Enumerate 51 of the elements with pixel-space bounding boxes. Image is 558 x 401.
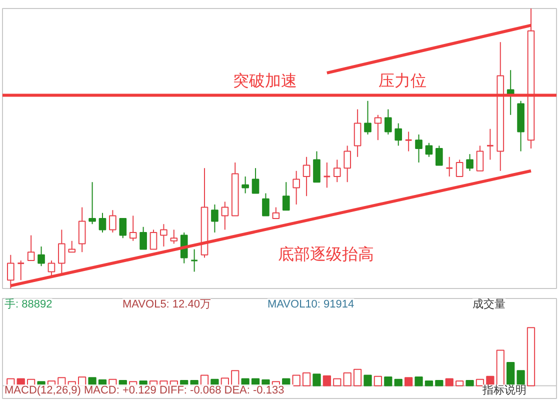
candlestick — [211, 204, 218, 233]
candlestick — [394, 122, 402, 146]
candlestick — [486, 128, 494, 160]
candlestick — [190, 248, 198, 272]
candlestick — [323, 162, 331, 188]
bar — [445, 378, 454, 386]
bar — [394, 378, 402, 386]
annotation: 突破加速 — [232, 72, 297, 90]
bar — [302, 372, 311, 386]
bar — [516, 370, 525, 386]
bar — [333, 378, 342, 386]
candlestick — [302, 156, 310, 197]
candlestick — [466, 154, 474, 172]
annotation: 指标说明 — [482, 384, 526, 396]
annotation: 底部逐级抬高 — [278, 245, 374, 264]
ref-line-label: 压力位 — [378, 72, 426, 90]
bar — [374, 376, 382, 386]
candlestick — [242, 176, 249, 194]
candlestick — [344, 145, 352, 183]
candlestick — [415, 134, 422, 163]
bar — [424, 380, 434, 386]
text: 成交量 — [472, 298, 506, 310]
text: MAVOL10: 91914 — [268, 298, 354, 310]
candlestick — [333, 159, 341, 183]
candlestick — [527, 8, 535, 149]
candlestick — [404, 131, 412, 152]
bar — [312, 374, 321, 386]
text: MAVOL5: 12.40万 — [122, 298, 211, 310]
bar — [384, 376, 392, 386]
candlestick — [221, 201, 229, 230]
text: 手: 88892 — [4, 298, 52, 310]
bar — [343, 372, 352, 386]
bar — [506, 362, 515, 386]
candlestick — [129, 215, 137, 242]
annotation: MACD(12,26,9) MACD: +0.129 DIFF: -0.068 DEA: -0.133 — [4, 384, 284, 396]
bar — [466, 380, 474, 386]
bar — [456, 380, 464, 386]
bar — [364, 374, 372, 386]
candlestick — [109, 210, 116, 233]
candlestick — [160, 224, 168, 247]
bar — [353, 368, 362, 386]
bar — [414, 376, 423, 386]
candlestick — [78, 206, 86, 253]
bar — [322, 375, 332, 386]
bar — [435, 380, 444, 386]
candlestick — [496, 42, 504, 172]
candlestick — [364, 100, 372, 135]
candlestick — [98, 212, 106, 233]
bar — [404, 377, 413, 386]
candlestick — [292, 170, 300, 205]
candlestick — [354, 108, 362, 158]
